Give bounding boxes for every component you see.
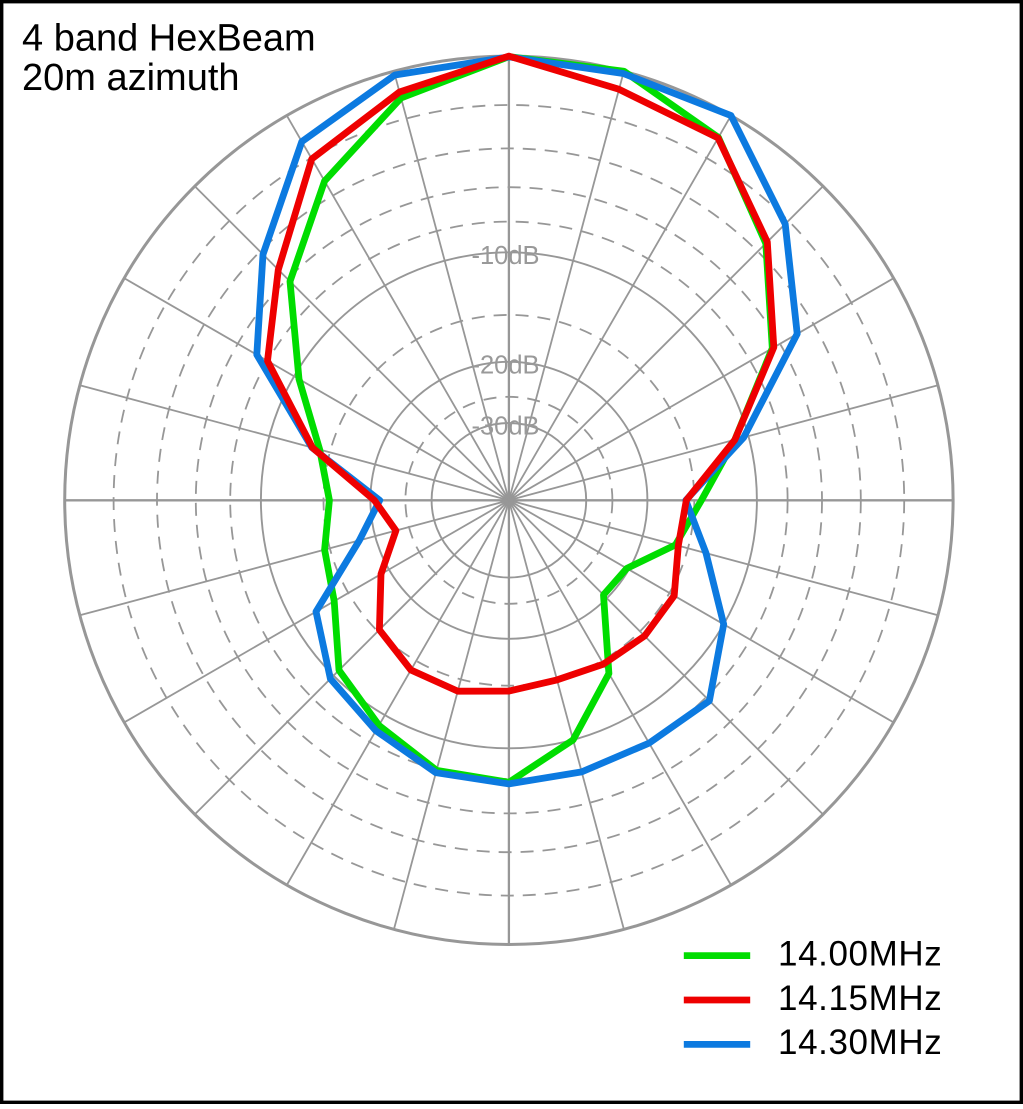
svg-text:14.15MHz: 14.15MHz [778, 979, 942, 1018]
svg-text:14.30MHz: 14.30MHz [778, 1023, 942, 1062]
svg-text:14.00MHz: 14.00MHz [778, 934, 942, 973]
svg-text:-30dB: -30dB [471, 413, 539, 441]
svg-text:20m azimuth: 20m azimuth [22, 57, 240, 99]
svg-text:-10dB: -10dB [471, 242, 539, 270]
svg-text:4 band HexBeam: 4 band HexBeam [22, 18, 316, 60]
svg-text:-20dB: -20dB [471, 351, 539, 379]
